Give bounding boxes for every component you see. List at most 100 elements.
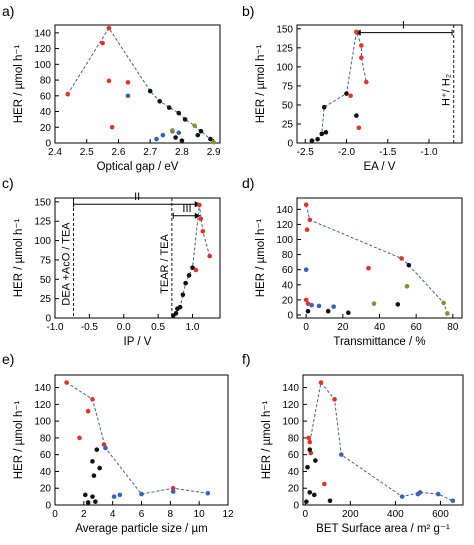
data-point-black bbox=[90, 494, 95, 499]
data-point-black bbox=[94, 447, 100, 452]
data-point-blue bbox=[399, 494, 405, 499]
y-tick-label: 50 bbox=[282, 100, 294, 111]
plot-frame bbox=[296, 24, 463, 144]
x-axis-label: EA / V bbox=[364, 161, 396, 173]
data-point-red bbox=[207, 253, 212, 259]
plot-frame bbox=[296, 197, 463, 319]
panel-d: d) 0 20 40 60 80 0 20 40 60 80 100 120 140 Transmittan… bbox=[242, 175, 463, 348]
y-tick-label: 125 bbox=[34, 217, 51, 228]
x-tick-label: 0 bbox=[303, 322, 309, 333]
data-point-blue bbox=[331, 304, 336, 309]
x-tick-label: 0.0 bbox=[117, 322, 131, 333]
y-tick-label: 0 bbox=[293, 501, 299, 512]
data-point-red bbox=[364, 79, 369, 85]
y-tick-label: 125 bbox=[276, 43, 293, 54]
data-point-black bbox=[208, 136, 213, 142]
data-point-red bbox=[322, 481, 327, 487]
y-tick-label: 40 bbox=[40, 107, 52, 118]
data-point-black bbox=[315, 136, 320, 142]
range-arrow-label: I bbox=[402, 20, 405, 32]
y-tick-label: 140 bbox=[34, 383, 51, 394]
x-tick-label: 2.7 bbox=[143, 147, 157, 158]
data-point-red bbox=[193, 267, 199, 273]
data-point-black bbox=[321, 104, 327, 110]
y-tick-label: 0 bbox=[45, 501, 51, 512]
trend-dashed-line bbox=[67, 27, 215, 143]
range-arrow-label: III bbox=[182, 203, 191, 215]
data-point-black bbox=[147, 88, 153, 94]
y-tick-label: 80 bbox=[40, 76, 52, 87]
data-point-red bbox=[399, 256, 404, 261]
data-point-red bbox=[106, 25, 112, 31]
data-point-olive bbox=[211, 139, 216, 145]
data-point-red bbox=[359, 43, 364, 48]
x-axis-label: Optical gap / eV bbox=[97, 161, 179, 173]
y-tick-label: 100 bbox=[34, 60, 51, 71]
data-point-black bbox=[183, 280, 188, 286]
data-point-red bbox=[307, 217, 313, 223]
data-point-red bbox=[100, 40, 105, 46]
data-point-red bbox=[306, 435, 311, 441]
trend-dashed-line bbox=[66, 382, 208, 495]
x-axis-label: Average particle size / µm bbox=[75, 523, 207, 535]
data-point-black bbox=[305, 464, 310, 470]
x-tick-label: 1.0 bbox=[186, 322, 200, 333]
y-tick-label: 150 bbox=[276, 24, 293, 35]
reference-line-label: DEA +AcO / TEA bbox=[61, 222, 73, 306]
data-point-red bbox=[170, 485, 176, 491]
x-tick-label: 2.4 bbox=[48, 147, 62, 158]
data-point-red bbox=[354, 29, 359, 35]
y-tick-label: 75 bbox=[282, 81, 294, 92]
data-point-black bbox=[82, 492, 88, 498]
y-tick-label: 60 bbox=[282, 265, 294, 276]
y-tick-label: 20 bbox=[40, 484, 52, 495]
y-tick-label: 0 bbox=[287, 310, 293, 321]
y-tick-label: 25 bbox=[40, 294, 52, 305]
data-point-red bbox=[85, 408, 91, 414]
data-point-red bbox=[304, 227, 310, 232]
data-point-red bbox=[65, 91, 70, 97]
y-tick-label: 120 bbox=[34, 44, 51, 55]
data-point-blue bbox=[125, 93, 131, 99]
y-tick-label: 120 bbox=[34, 400, 51, 411]
x-tick-label: 0 bbox=[52, 509, 58, 520]
x-axis-label: BET Surface area / m² g⁻¹ bbox=[316, 523, 450, 535]
data-point-black bbox=[91, 473, 97, 478]
x-tick-label: 40 bbox=[374, 322, 386, 333]
y-tick-label: 120 bbox=[282, 400, 299, 411]
x-axis-label: Transmittance / % bbox=[333, 336, 425, 348]
trend-dashed-line bbox=[305, 204, 448, 314]
x-tick-label: 400 bbox=[387, 509, 404, 520]
y-tick-label: 140 bbox=[282, 383, 299, 394]
data-point-blue bbox=[111, 494, 117, 499]
data-point-red bbox=[366, 265, 371, 271]
data-point-black bbox=[344, 91, 349, 96]
y-tick-label: 100 bbox=[34, 236, 51, 247]
data-point-blue bbox=[154, 136, 159, 142]
data-point-black bbox=[195, 132, 201, 138]
x-tick-label: -1.5 bbox=[379, 147, 397, 158]
x-tick-label: 600 bbox=[432, 509, 449, 520]
y-tick-label: 0 bbox=[45, 314, 51, 325]
y-tick-label: 80 bbox=[40, 433, 52, 444]
data-point-black bbox=[307, 447, 313, 452]
x-tick-label: 2.8 bbox=[175, 147, 189, 158]
data-point-black bbox=[173, 135, 178, 140]
y-tick-label: 0 bbox=[45, 139, 51, 150]
data-point-olive bbox=[404, 284, 410, 289]
data-point-red bbox=[125, 80, 131, 85]
data-point-blue bbox=[417, 490, 423, 495]
data-point-blue bbox=[176, 130, 182, 136]
x-tick-label: -1.0 bbox=[420, 147, 438, 158]
data-point-black bbox=[179, 138, 185, 143]
x-tick-label: 2.6 bbox=[112, 147, 126, 158]
y-tick-label: 25 bbox=[282, 119, 294, 130]
data-point-black bbox=[305, 308, 311, 314]
data-point-blue bbox=[117, 492, 123, 498]
data-point-black bbox=[190, 265, 195, 270]
plot-frame bbox=[302, 374, 464, 506]
x-tick-label: 2.9 bbox=[207, 147, 221, 158]
x-tick-label: 6 bbox=[139, 509, 145, 520]
